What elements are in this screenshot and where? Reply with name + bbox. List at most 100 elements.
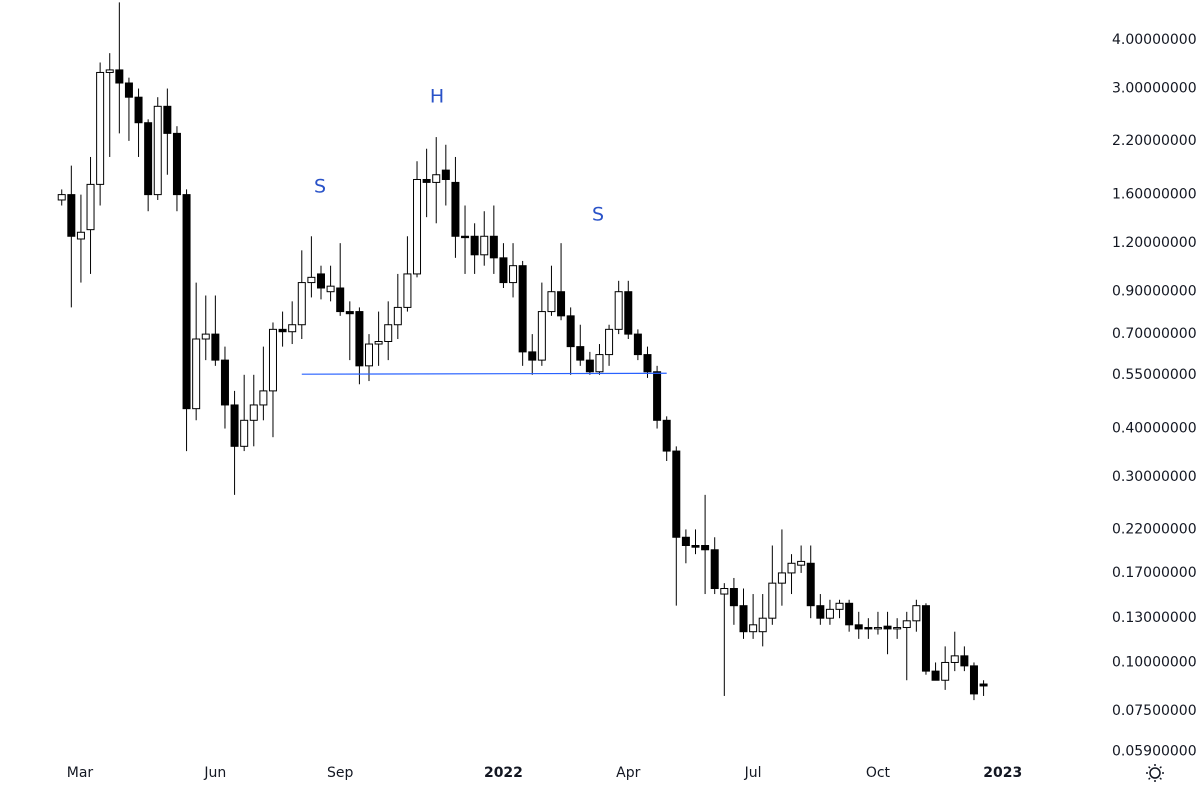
candle-body (153, 105, 162, 196)
x-tick-label: Jun (203, 765, 226, 781)
candle-body (144, 122, 153, 196)
candle-body (220, 359, 229, 406)
candle-body (480, 235, 489, 256)
candle-body (297, 282, 306, 326)
candle-body (105, 69, 114, 73)
annotation: S (592, 204, 604, 226)
candle-body (67, 194, 76, 237)
y-tick-label: 0.30000000 (1112, 469, 1197, 485)
candle-body (960, 655, 969, 667)
candle-body (259, 390, 268, 406)
candle-body (96, 71, 105, 185)
candle-body (729, 588, 738, 607)
candle-body (672, 450, 681, 538)
y-tick-label: 3.00000000 (1112, 81, 1197, 97)
candle-body (950, 655, 959, 663)
x-tick-label: 2023 (983, 765, 1022, 781)
y-tick-label: 1.60000000 (1112, 187, 1197, 203)
candle-body (691, 545, 700, 548)
y-tick-label: 0.22000000 (1112, 521, 1197, 537)
candle-body (912, 605, 921, 622)
candle-body (662, 419, 671, 452)
candle-body (893, 627, 902, 630)
candle-body (643, 354, 652, 373)
candle-body (489, 235, 498, 259)
candle-body (307, 276, 316, 284)
y-tick-label: 4.00000000 (1112, 32, 1197, 48)
settings-icon[interactable] (1146, 764, 1164, 782)
candle-body (777, 572, 786, 584)
candle-body (547, 291, 556, 313)
y-tick-label: 0.17000000 (1112, 565, 1197, 581)
candle-body (979, 683, 988, 687)
candle-body (537, 311, 546, 361)
neckline (301, 372, 667, 375)
annotation: H (430, 86, 444, 108)
candle-body (902, 620, 911, 629)
candle-body (57, 194, 66, 201)
y-tick-label: 0.10000000 (1112, 654, 1197, 670)
candle-body (336, 287, 345, 313)
candle-body (768, 582, 777, 619)
candle-body (931, 670, 940, 681)
candle-body (585, 359, 594, 373)
x-tick-label: 2022 (484, 765, 523, 781)
y-tick-label: 0.90000000 (1112, 284, 1197, 300)
candle-body (873, 627, 882, 630)
candle-body (451, 181, 460, 237)
candle-body (192, 338, 201, 410)
plot-area: 4.00000000 3.00000000 2.20000000 1.60000000… (57, 2, 1197, 759)
x-tick-label: Mar (67, 765, 94, 781)
candle-body (624, 291, 633, 335)
y-tick-label: 0.55000000 (1112, 367, 1197, 383)
candle-body (499, 257, 508, 284)
candle-body (854, 624, 863, 630)
candle-body (835, 602, 844, 610)
candle-body (86, 183, 95, 231)
candle-body (326, 285, 335, 293)
candle-body (633, 333, 642, 356)
candle-body (432, 174, 441, 183)
candle-body (249, 404, 258, 421)
candle-body (710, 549, 719, 590)
candle-body (557, 291, 566, 317)
candle-body (969, 665, 978, 695)
candle-body (758, 617, 767, 633)
candle-body (797, 560, 806, 566)
candle-body (172, 132, 181, 196)
candle-body (787, 562, 796, 574)
candle-body (701, 545, 710, 551)
candle-body (211, 333, 220, 361)
candle-body (413, 178, 422, 275)
candle-body (268, 328, 277, 392)
candle-body (845, 602, 854, 626)
y-tick-label: 0.70000000 (1112, 326, 1197, 342)
candle-body (182, 194, 191, 410)
candle-body (825, 608, 834, 619)
y-tick-label: 0.40000000 (1112, 421, 1197, 437)
candle-body (739, 605, 748, 633)
candle-body (681, 536, 690, 547)
candle-body (230, 404, 239, 447)
candle-body (76, 231, 85, 240)
candle-body (864, 627, 873, 630)
x-tick-label: Apr (616, 765, 640, 781)
y-tick-label: 2.20000000 (1112, 133, 1197, 149)
candle-body (374, 340, 383, 345)
candle-body (393, 306, 402, 326)
x-tick-label: Jul (744, 765, 762, 781)
candle-body (461, 235, 470, 239)
candle-body (883, 625, 892, 630)
candle-body (921, 605, 930, 672)
candle-body (806, 562, 815, 607)
candle-body (941, 661, 950, 681)
candle-body (240, 419, 249, 447)
candle-body (566, 315, 575, 348)
candle-body (470, 235, 479, 256)
candle-body (816, 605, 825, 619)
candle-body (422, 178, 431, 183)
candle-body (614, 291, 623, 330)
candle-body (124, 82, 133, 98)
y-tick-label: 0.05900000 (1112, 743, 1197, 759)
